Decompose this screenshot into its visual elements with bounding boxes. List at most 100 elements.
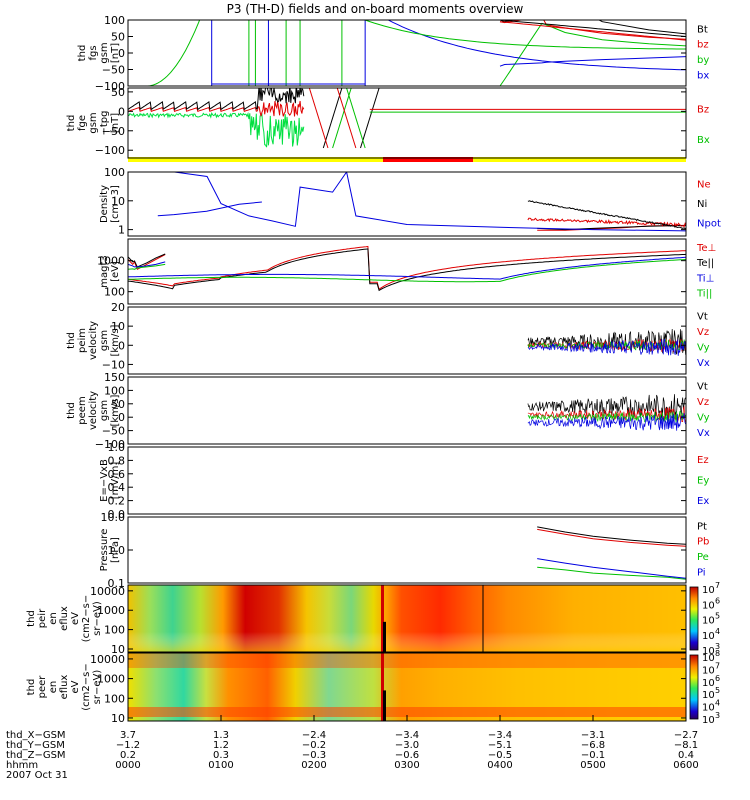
ylabel-peir: peir [37,608,48,628]
panel-peir-frame [127,584,687,653]
xtick-value: −3.1 [581,730,605,741]
ylabel-fge: −tpg [99,111,110,136]
ytick-label-efield: 0.4 [108,481,126,494]
xtick-value: −8.1 [674,740,698,751]
series-Ni [537,224,686,231]
colorbar-exp-peir-3: 4 [715,627,720,636]
xtick-value: −3.0 [395,740,419,751]
xtick-value: −0.2 [302,740,326,751]
legend-density-2: Npot [697,218,721,229]
series-Bt [499,20,686,35]
xtick-value: −3.4 [488,730,512,741]
legend-peem-1: Vz [697,397,709,408]
ylabel-efield: [mV/m] [110,462,121,500]
ylabel-peir: sr−eV) [92,601,103,636]
ytick-label-peem: 150 [104,371,125,384]
ylabel-peim: peim [77,328,88,353]
ytick-label-peir: 100 [104,624,125,637]
spectrogram-gap-peer [381,653,384,721]
legend-peim-1: Vz [697,327,709,338]
colorbar-exp-peir-4: 3 [715,642,720,651]
ytick-label-fgs: 100 [104,14,125,27]
ylabel-peir: en [48,612,59,625]
flag-bar-mid [383,157,473,162]
series-peem-3 [527,412,686,431]
xaxis-row-label: thd_Z−GSM [6,750,66,761]
series-Bt-early [128,88,305,111]
colorbar-exp-peer-5: 3 [715,711,720,720]
ylabel-temp: [eV] [110,261,121,282]
colorbar-label-peir-0: 10 [702,585,715,596]
ytick-label-fge: −50 [102,125,125,138]
series-peem-0 [527,394,686,420]
xtick-value: −0.6 [395,750,419,761]
panel-fgs-data [146,20,686,86]
colorbar-label-peir-4: 10 [702,646,715,657]
series-Ti- [128,261,166,268]
legend-peem-3: Vx [697,428,710,439]
ylabel-peim: velocity [88,321,99,360]
colorbar-label-peir-3: 10 [702,631,715,642]
ylabel-peem: thd [66,402,77,419]
ytick-label-fgs: −100 [95,80,125,93]
ylabel-fgs: fgs [88,45,99,60]
ytick-label-peem: −50 [102,425,125,438]
legend-fgs-1: bz [697,40,709,51]
ylabel-peim: thd [66,332,77,349]
panel-efield-frame [127,446,687,515]
xtick-value: −0.5 [488,750,512,761]
series-fge-cross-2 [332,88,352,149]
spectrogram-band-bottom [128,707,686,717]
ylabel-fge: fge [77,115,88,131]
ytick-label-peim: 0 [118,339,125,352]
colorbar-exp-peer-3: 5 [715,686,720,695]
ylabel-fgs: thd [77,45,88,62]
colorbar-label-peir-2: 10 [702,616,715,627]
panel-peim-frame [127,306,687,375]
legend-temp-2: Ti⊥ [696,273,714,284]
legend-pressure-3: Pi [697,567,706,578]
ylabel-peim: gsm [99,330,110,351]
ylabel-density: Density [99,185,110,223]
series-fge-cross-4 [360,88,380,149]
ylabel-efield: E=−VxB [99,459,110,502]
series-by-rise [146,20,201,86]
legend-density-1: Ni [697,199,707,210]
series-fge-cross-5 [346,88,366,149]
ylabel-peer: peer [37,675,48,699]
xtick-value: −6.8 [581,740,605,751]
ytick-label-efield: 0.0 [108,508,126,521]
panel-peem-frame [127,376,687,445]
series-by-decay [364,20,686,50]
legend-peim-3: Vx [697,358,710,369]
ylabel-peer: eflux [59,675,70,700]
ytick-label-efield: 1.0 [108,441,126,454]
series-peem-2 [527,410,686,424]
series-fge-cross-3 [336,88,357,149]
ytick-label-temp: 100 [104,286,125,299]
ytick-label-pressure: 0.1 [108,577,126,590]
spectrogram-band-top [128,653,686,668]
legend-pressure-0: Pt [697,521,707,532]
colorbar-label-peer-0: 10 [702,653,715,664]
series-fge-cross-0 [322,88,343,149]
flag-bar-right [473,157,686,162]
chart-title: P3 (TH-D) fields and on-board moments ov… [227,2,524,16]
series-fge-cross-1 [308,88,329,149]
ylabel-peir: eV [70,612,81,625]
colorbar-exp-peer-0: 8 [715,649,720,658]
ytick-label-peim: 20 [111,301,125,314]
spectrogram-fill-gap-peer [383,690,386,721]
xtick-value: 0500 [580,760,605,771]
series-Pe [537,566,686,580]
xtick-value: 0100 [208,760,233,771]
ytick-label-efield: 0.8 [108,454,126,467]
ylabel-peir: thd [26,610,37,627]
xtick-value: −3.4 [395,730,419,741]
legend-pressure-1: Pb [697,537,709,548]
series-Pi [537,558,686,579]
ytick-label-density: 1 [118,224,125,237]
series-Pb [537,528,686,547]
ylabel-fge: [nT] [110,113,121,133]
xtick-value: 0300 [394,760,419,771]
